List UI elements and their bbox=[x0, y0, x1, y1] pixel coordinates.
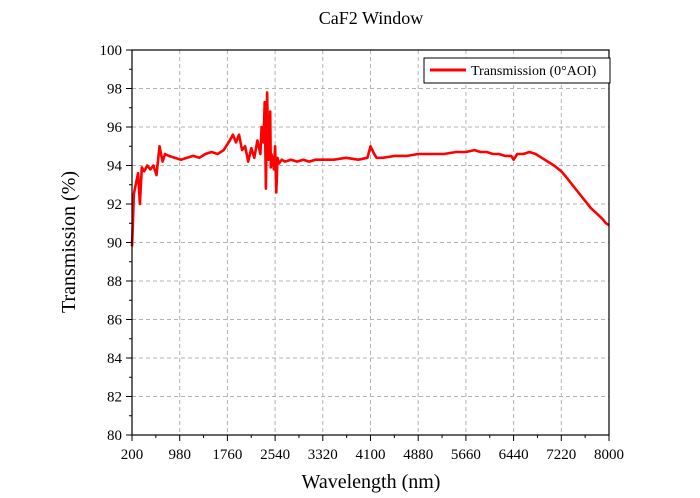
y-tick-label: 88 bbox=[107, 274, 122, 290]
x-axis-title: Wavelength (nm) bbox=[302, 471, 441, 493]
x-tick-label: 5660 bbox=[451, 447, 481, 463]
y-tick-label: 94 bbox=[107, 159, 123, 175]
y-tick-label: 100 bbox=[100, 43, 123, 59]
y-tick-label: 90 bbox=[107, 236, 122, 252]
y-axis-title: Transmission (%) bbox=[58, 171, 80, 313]
x-tick-label: 7220 bbox=[546, 447, 576, 463]
legend: Transmission (0°AOI) bbox=[423, 57, 611, 84]
y-tick-label: 82 bbox=[107, 390, 122, 406]
x-tick-label: 2540 bbox=[260, 447, 290, 463]
x-tick-label: 8000 bbox=[594, 447, 624, 463]
legend-label: Transmission (0°AOI) bbox=[471, 64, 597, 79]
y-tick-label: 80 bbox=[107, 428, 122, 444]
x-tick-label: 4880 bbox=[403, 447, 433, 463]
x-tick-label: 3320 bbox=[308, 447, 338, 463]
x-tick-label: 6440 bbox=[499, 447, 529, 463]
series-line-transmission bbox=[130, 91, 610, 247]
chart-title: CaF2 Window bbox=[319, 8, 423, 28]
y-tick-label: 98 bbox=[107, 82, 122, 98]
grid-lines bbox=[132, 50, 609, 435]
x-tick-label: 1760 bbox=[212, 447, 242, 463]
y-tick-label: 96 bbox=[107, 120, 123, 136]
axis-ticks: 200 980 1760 2540 3320 4100 4880 5660 6440 7220 80… bbox=[100, 43, 625, 463]
y-tick-label: 92 bbox=[107, 197, 122, 213]
y-tick-label: 84 bbox=[107, 351, 123, 367]
x-tick-label: 200 bbox=[121, 447, 144, 463]
series-layer bbox=[130, 91, 610, 247]
x-tick-label: 980 bbox=[168, 447, 191, 463]
y-tick-label: 86 bbox=[107, 313, 123, 329]
x-tick-label: 4100 bbox=[356, 447, 386, 463]
